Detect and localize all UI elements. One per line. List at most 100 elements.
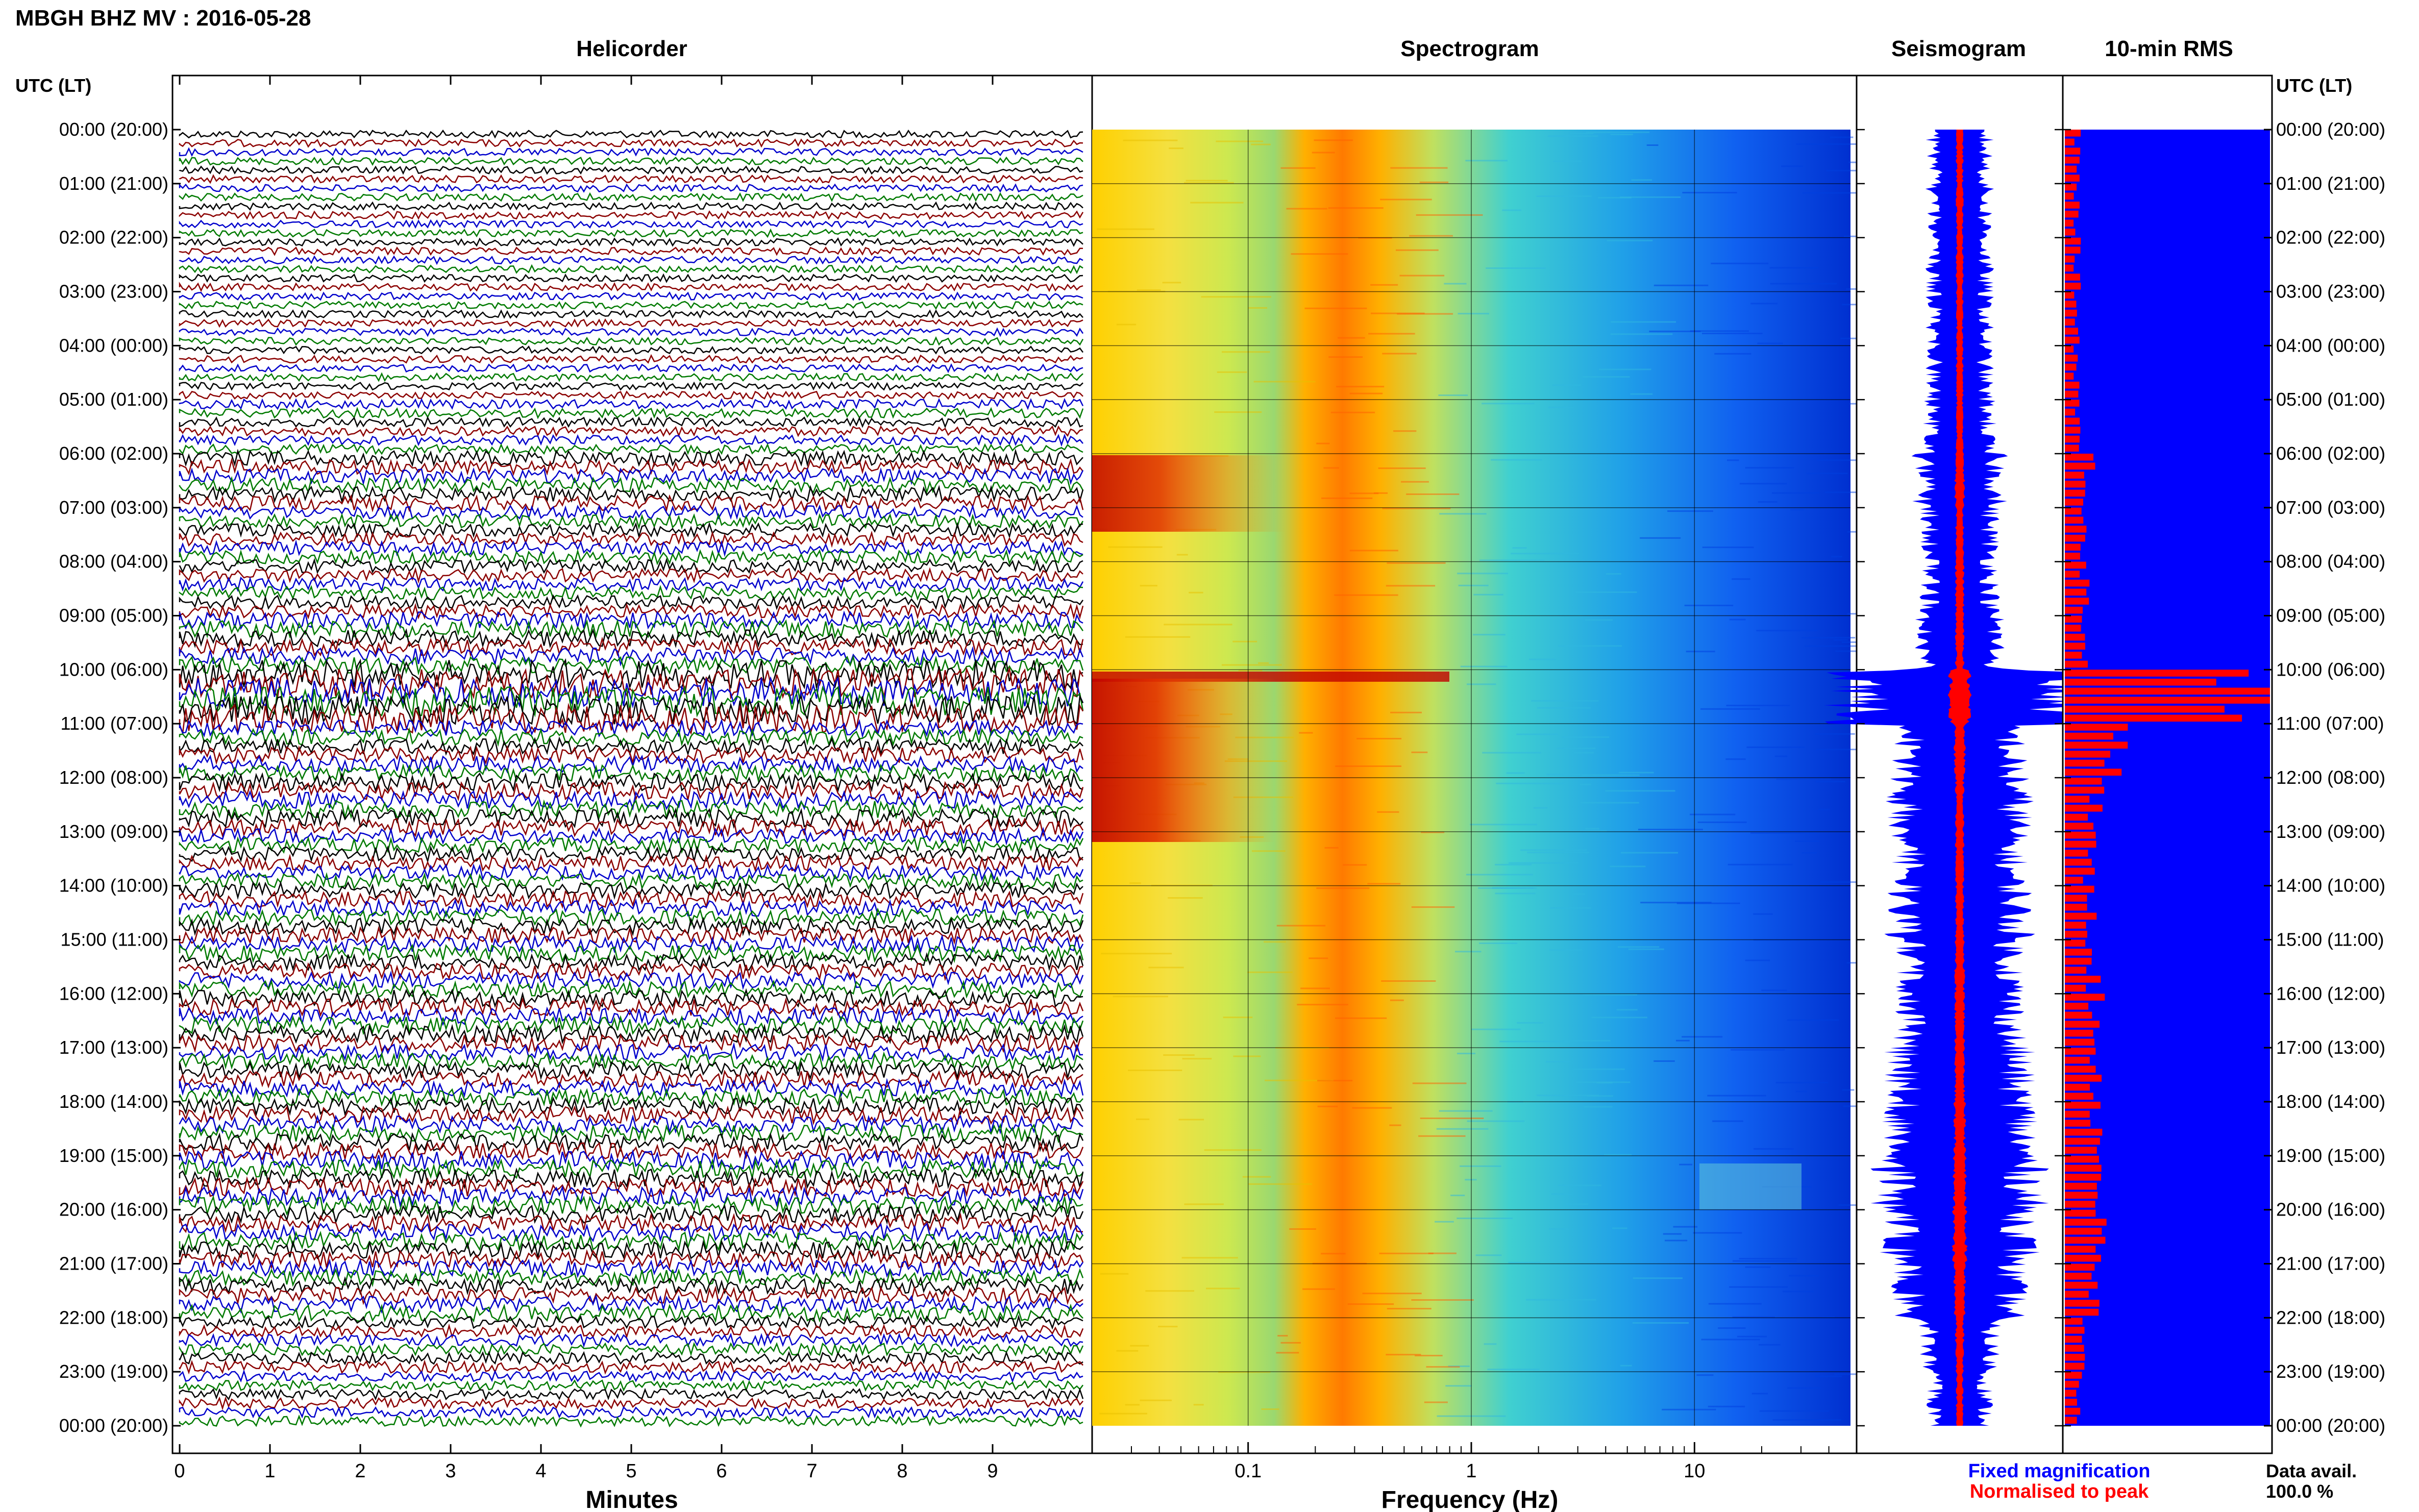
helicorder-x-tick-label: 2 [355, 1460, 365, 1482]
spectrogram-texture [1548, 406, 1574, 408]
rms-bar [2065, 885, 2094, 893]
helicorder-trace-line [179, 1051, 1083, 1072]
spectrogram-texture [1140, 585, 1157, 587]
seismogram-panel [1824, 75, 2095, 1454]
rms-bar [2065, 165, 2077, 173]
rms-bar [2065, 1227, 2102, 1235]
spectrogram-texture [1646, 144, 1659, 146]
rms-title: 10-min RMS [2105, 36, 2233, 61]
time-label-right: 00:00 (20:00) [2276, 1415, 2385, 1436]
rms-bar [2065, 1164, 2102, 1172]
helicorder-trace-line [179, 988, 1083, 1009]
data-availability-label: Data avail. [2266, 1460, 2357, 1481]
rms-bar [2065, 1308, 2099, 1316]
spectrogram-texture [1116, 1350, 1139, 1352]
spectrogram-texture [1631, 179, 1652, 181]
spectrogram-texture [1673, 1226, 1698, 1228]
spectrogram-texture [1815, 781, 1845, 783]
spectrogram-texture [1806, 473, 1848, 475]
spectrogram-texture [1460, 665, 1508, 667]
rms-panel [2062, 75, 2273, 1454]
spectrogram-texture [1242, 1176, 1271, 1178]
spectrogram-texture [1584, 1106, 1613, 1108]
helicorder-trace-line [179, 1230, 1084, 1252]
helicorder-trace-line [179, 192, 1083, 203]
rms-bar [2065, 957, 2092, 965]
helicorder-trace-line [179, 1033, 1083, 1053]
spectrogram-texture [1758, 501, 1778, 503]
spectrogram-texture [1707, 1095, 1766, 1097]
rms-bar [2065, 786, 2105, 794]
spectrogram-texture [1548, 135, 1598, 137]
spectrogram-texture [1416, 214, 1483, 216]
spectrogram-texture [1289, 1228, 1316, 1230]
spectrogram-texture [1491, 459, 1542, 461]
spectrogram-texture [1499, 1040, 1571, 1043]
helicorder-x-tick-label: 1 [264, 1460, 275, 1482]
helicorder-trace-line [179, 789, 1083, 811]
spectrogram-texture [1297, 1004, 1348, 1006]
time-label-right: 19:00 (15:00) [2276, 1145, 2385, 1166]
spectrogram-texture [1610, 865, 1646, 867]
spectrogram-texture [1478, 887, 1537, 889]
rms-bar [2065, 192, 2074, 200]
spectrogram-texture [1206, 1287, 1240, 1290]
spectrogram-texture [1466, 874, 1533, 876]
spectrogram-texture [1834, 1373, 1873, 1375]
rms-bar [2065, 1327, 2085, 1334]
helicorder-trace-line [179, 1315, 1083, 1330]
helicorder-trace-line [179, 594, 1084, 610]
spectrogram-texture [1108, 546, 1163, 548]
spectrogram-texture [1280, 1342, 1301, 1344]
time-label-right: 04:00 (00:00) [2276, 335, 2385, 356]
rms-bar [2065, 1273, 2092, 1280]
rms-bar [2065, 1137, 2100, 1145]
helicorder-x-label: Minutes [585, 1486, 678, 1512]
time-label-right: 06:00 (02:00) [2276, 443, 2385, 464]
helicorder-trace-line [179, 1332, 1083, 1348]
helicorder-trace-line [179, 485, 1084, 504]
helicorder-trace-line [179, 845, 1083, 864]
helicorder-trace-line [179, 718, 1083, 738]
spectrogram-texture [1457, 1218, 1513, 1219]
helicorder-trace-line [179, 610, 1083, 630]
spectrogram-texture [1473, 593, 1503, 596]
spectrogram-texture [1409, 235, 1453, 237]
spectrogram-texture [1739, 483, 1787, 485]
rms-bar [2065, 949, 2092, 956]
spectrogram-texture [1611, 321, 1676, 323]
helicorder-trace-line [179, 836, 1084, 854]
helicorder-trace-line [179, 585, 1083, 601]
spectrogram-texture [1516, 733, 1558, 735]
time-label-left: 00:00 (20:00) [59, 1415, 168, 1436]
spectrogram-texture [1178, 1119, 1204, 1121]
spectrogram-texture [1214, 411, 1262, 413]
spectrogram-texture [1223, 1017, 1253, 1019]
rms-bar [2065, 1372, 2082, 1379]
spectrogram-texture [1746, 746, 1805, 748]
rms-bar [2065, 1192, 2098, 1199]
helicorder-title: Helicorder [576, 36, 687, 61]
spectrogram-texture [1667, 510, 1713, 512]
rms-bar [2065, 1003, 2089, 1010]
spectrogram-texture [1330, 411, 1375, 413]
rms-bar [2065, 345, 2074, 353]
spectrogram-texture [1221, 664, 1282, 666]
spectrogram-texture [1732, 578, 1750, 580]
helicorder-trace-line [179, 817, 1084, 838]
spectrogram-texture [1619, 196, 1681, 198]
time-label-left: 09:00 (05:00) [59, 605, 168, 626]
rms-bar [2065, 130, 2081, 137]
rms-bar [2065, 642, 2085, 650]
time-label-left: 16:00 (12:00) [59, 983, 168, 1004]
rms-bar [2065, 219, 2074, 227]
spectrogram-texture [1314, 139, 1353, 141]
right-axis-label: UTC (LT) [2276, 75, 2352, 96]
spectrogram-texture [1457, 573, 1509, 575]
rms-bar [2065, 480, 2086, 488]
helicorder-trace-line [179, 336, 1084, 346]
spectrogram-texture [1347, 1303, 1394, 1305]
spectrogram-panel: 0.1 1 10 [1091, 75, 1916, 1482]
helicorder-trace-line [179, 1285, 1083, 1305]
spectrogram-texture [1128, 1070, 1182, 1071]
